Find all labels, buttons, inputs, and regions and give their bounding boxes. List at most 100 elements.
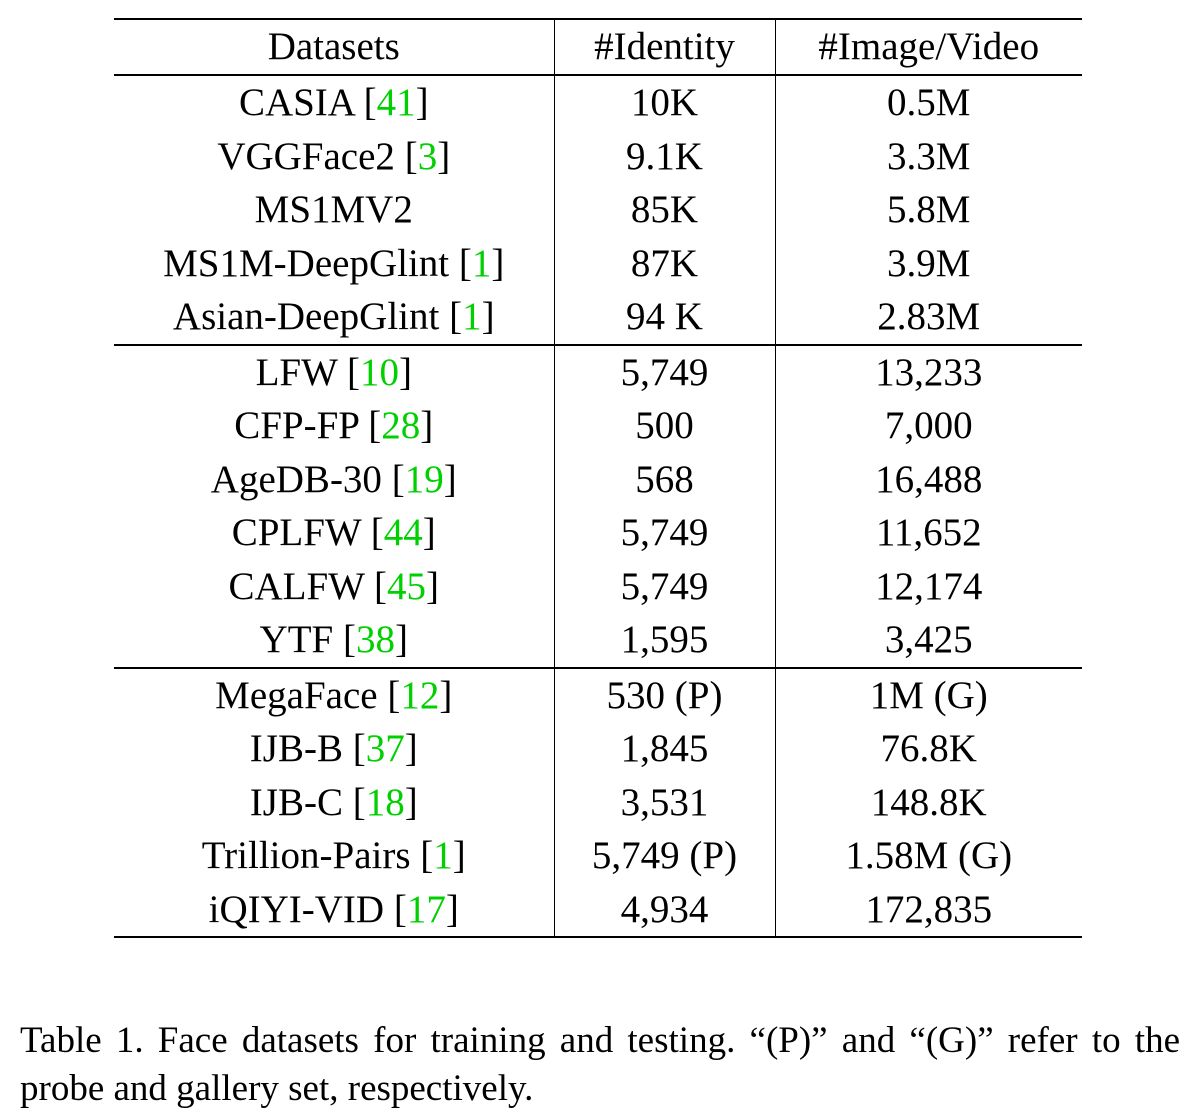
citation-link[interactable]: 18: [365, 780, 405, 824]
identity-count: 5,749 (P): [554, 829, 776, 883]
identity-count: 5,749: [554, 506, 776, 560]
table-row: VGGFace2 [3] 9.1K 3.3M: [114, 129, 1082, 183]
image-video-count: 11,652: [875, 511, 982, 554]
identity-count: 94 K: [554, 290, 776, 345]
citation-link[interactable]: 37: [365, 727, 405, 770]
image-video-count: 5.8M: [887, 188, 971, 231]
dataset-name: MS1MV2: [254, 188, 413, 231]
citation-link[interactable]: 45: [387, 564, 427, 608]
table-row: MegaFace [12] 530 (P) 1M (G): [114, 667, 1082, 722]
citation-link[interactable]: 28: [381, 404, 421, 447]
dataset-name: Trillion-Pairs: [201, 834, 411, 877]
dataset-cell: MS1MV2: [114, 183, 555, 237]
image-video-count: 2.83M: [877, 295, 981, 338]
image-video-count: 16,488: [875, 457, 983, 501]
table-row: MS1M-DeepGlint [1] 87K 3.9M: [114, 236, 1082, 290]
dataset-name: CPLFW: [231, 511, 362, 554]
dataset-name: MS1M-DeepGlint: [163, 241, 450, 285]
dataset-cell: iQIYI-VID [17]: [114, 882, 555, 937]
dataset-cell: VGGFace2 [3]: [114, 129, 555, 183]
image-video-count: 148.8K: [870, 780, 987, 824]
image-video-count: 76.8K: [880, 727, 977, 770]
identity-count: 568: [554, 452, 776, 506]
table-row: CPLFW [44] 5,749 11,652: [114, 506, 1082, 560]
citation-link[interactable]: 19: [404, 457, 444, 501]
table-row: LFW [10] 5,749 13,233: [114, 344, 1082, 399]
citation-link[interactable]: 38: [355, 618, 395, 661]
identity-count: 10K: [554, 75, 776, 130]
group-verification: LFW [10] 5,749 13,233 CFP-FP [28] 500 7,000 Ag…: [114, 344, 1082, 668]
citation-link[interactable]: 3: [417, 134, 438, 178]
dataset-cell: Asian-DeepGlint [1]: [114, 290, 555, 345]
image-video-count: 1M (G): [869, 673, 988, 717]
dataset-cell: CALFW [45]: [114, 559, 555, 613]
header-image-video: #Image/Video: [818, 25, 1040, 69]
image-video-count: 13,233: [875, 350, 983, 394]
header-row: Datasets #Identity #Image/Video: [114, 19, 1082, 75]
dataset-cell: CASIA [41]: [114, 75, 555, 130]
dataset-cell: CPLFW [44]: [114, 506, 555, 560]
header-identity: #Identity: [554, 19, 776, 75]
dataset-name: iQIYI-VID: [208, 887, 385, 931]
citation-link[interactable]: 10: [359, 350, 399, 394]
identity-count: 4,934: [554, 882, 776, 937]
dataset-name: VGGFace2: [217, 134, 395, 178]
identity-count: 1,595: [554, 613, 776, 668]
dataset-name: IJB-C: [249, 780, 343, 824]
table-row: YTF [38] 1,595 3,425: [114, 613, 1082, 668]
dataset-name: CFP-FP: [234, 404, 359, 447]
image-video-count: 0.5M: [887, 81, 971, 124]
datasets-table: Datasets #Identity #Image/Video CASIA [4…: [114, 18, 1082, 938]
datasets-table-container: Datasets #Identity #Image/Video CASIA [4…: [114, 18, 1082, 938]
image-video-count: 12,174: [875, 564, 983, 608]
image-video-count: 172,835: [865, 887, 993, 931]
dataset-name: YTF: [259, 618, 334, 661]
table-header: Datasets #Identity #Image/Video: [114, 19, 1082, 75]
citation-link[interactable]: 1: [471, 241, 492, 285]
dataset-name: IJB-B: [249, 727, 343, 770]
table-row: IJB-B [37] 1,845 76.8K: [114, 722, 1082, 776]
identity-count: 87K: [554, 236, 776, 290]
dataset-cell: CFP-FP [28]: [114, 399, 555, 453]
citation-link[interactable]: 1: [433, 834, 453, 877]
table-row: Trillion-Pairs [1] 5,749 (P) 1.58M (G): [114, 829, 1082, 883]
dataset-cell: MS1M-DeepGlint [1]: [114, 236, 555, 290]
dataset-cell: AgeDB-30 [19]: [114, 452, 555, 506]
dataset-name: CASIA: [238, 81, 354, 124]
table-row: AgeDB-30 [19] 568 16,488: [114, 452, 1082, 506]
dataset-name: MegaFace: [215, 673, 378, 717]
dataset-name: Asian-DeepGlint: [172, 295, 440, 338]
identity-count: 9.1K: [554, 129, 776, 183]
group-identification: MegaFace [12] 530 (P) 1M (G) IJB-B [37] 1,84…: [114, 667, 1082, 937]
dataset-cell: Trillion-Pairs [1]: [114, 829, 555, 883]
dataset-cell: LFW [10]: [114, 344, 555, 399]
table-row: IJB-C [18] 3,531 148.8K: [114, 775, 1082, 829]
image-video-count: 3.9M: [887, 241, 971, 285]
dataset-cell: IJB-C [18]: [114, 775, 555, 829]
dataset-cell: MegaFace [12]: [114, 667, 555, 722]
image-video-count: 7,000: [884, 404, 973, 447]
citation-link[interactable]: 12: [400, 673, 440, 717]
dataset-name: CALFW: [228, 564, 365, 608]
identity-count: 3,531: [554, 775, 776, 829]
citation-link[interactable]: 44: [383, 511, 423, 554]
table-row: CALFW [45] 5,749 12,174: [114, 559, 1082, 613]
image-video-count: 1.58M (G): [845, 834, 1013, 877]
table-row: Asian-DeepGlint [1] 94 K 2.83M: [114, 290, 1082, 345]
dataset-name: LFW: [255, 350, 338, 394]
group-training: CASIA [41] 10K 0.5M VGGFace2 [3] 9.1K 3.3M MS1…: [114, 75, 1082, 345]
identity-count: 5,749: [554, 344, 776, 399]
identity-count: 530 (P): [554, 667, 776, 722]
citation-link[interactable]: 17: [406, 887, 446, 931]
dataset-cell: YTF [38]: [114, 613, 555, 668]
table-row: CASIA [41] 10K 0.5M: [114, 75, 1082, 130]
identity-count: 85K: [554, 183, 776, 237]
header-datasets: Datasets: [114, 19, 555, 75]
table-row: iQIYI-VID [17] 4,934 172,835: [114, 882, 1082, 937]
dataset-cell: IJB-B [37]: [114, 722, 555, 776]
citation-link[interactable]: 1: [462, 295, 482, 338]
image-video-count: 3.3M: [887, 134, 971, 178]
table-row: MS1MV2 85K 5.8M: [114, 183, 1082, 237]
identity-count: 1,845: [554, 722, 776, 776]
citation-link[interactable]: 41: [376, 81, 416, 124]
